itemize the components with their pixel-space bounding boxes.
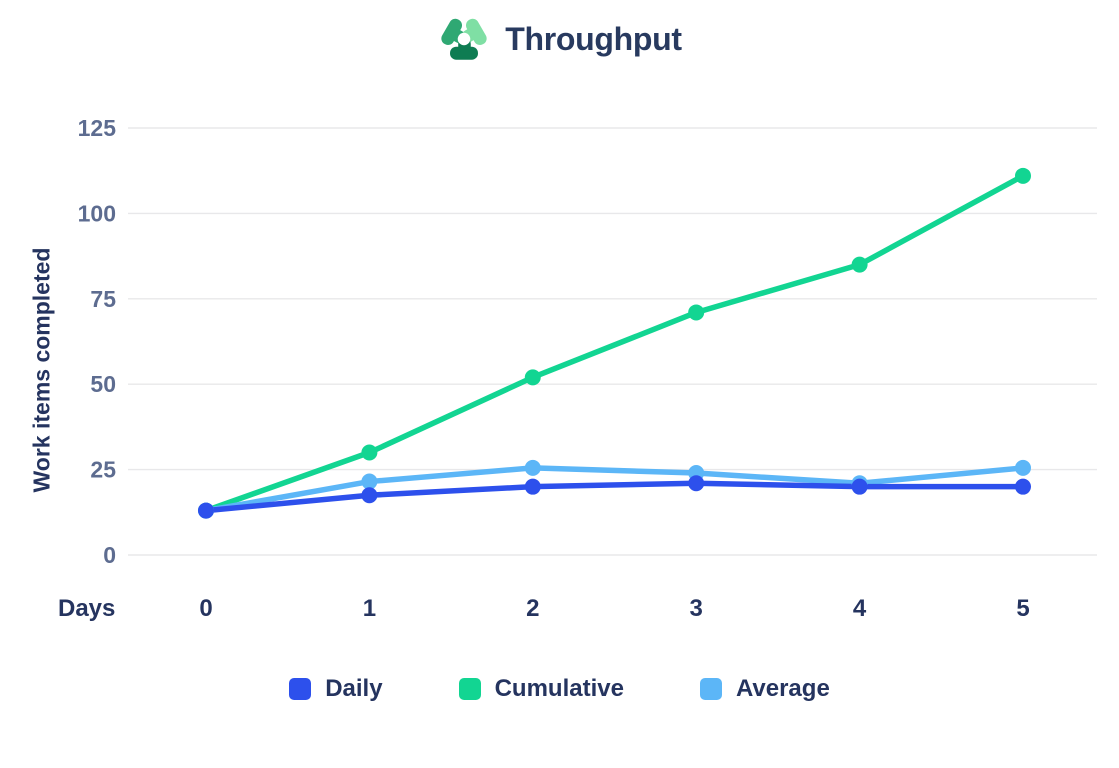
y-tick-label: 100: [78, 200, 116, 226]
y-tick-label: 125: [78, 115, 117, 141]
cumulative-point-day-2: [524, 369, 541, 386]
x-tick-label: 5: [1016, 595, 1029, 622]
cumulative-point-day-4: [851, 256, 868, 273]
y-tick-label: 50: [90, 371, 116, 397]
x-tick-label: 0: [199, 595, 212, 622]
daily-point-day-5: [1015, 478, 1031, 495]
chart-header: Throughput: [0, 10, 1119, 68]
average-point-day-5: [1015, 459, 1031, 476]
x-tick-label: 1: [363, 595, 376, 622]
chart-legend: Daily Cumulative Average: [0, 676, 1119, 702]
throughput-logo-icon: [441, 18, 487, 60]
x-axis-label: Days: [58, 595, 116, 622]
cumulative-series-line: [203, 173, 1026, 514]
logo-center-hole: [457, 32, 471, 46]
x-tick-label: 4: [853, 595, 867, 622]
legend-label-daily: Daily: [325, 675, 383, 702]
daily-series-line: [203, 480, 1026, 514]
legend-swatch-average-icon: [699, 678, 722, 700]
cumulative-point-day-1: [361, 444, 378, 461]
legend-label-cumulative: Cumulative: [494, 675, 624, 702]
legend-item-daily[interactable]: Daily: [289, 675, 383, 702]
daily-point-day-4: [851, 478, 868, 495]
average-point-day-2: [524, 459, 541, 476]
daily-point-day-1: [361, 487, 378, 504]
daily-point-day-2: [524, 478, 541, 495]
y-tick-label: 0: [103, 542, 116, 568]
legend-swatch-cumulative-icon: [458, 678, 481, 700]
x-tick-label: 2: [526, 595, 539, 622]
page-title: Throughput: [505, 20, 682, 57]
x-tick-label: 3: [690, 595, 703, 622]
legend-label-average: Average: [735, 675, 830, 702]
y-tick-label: 75: [90, 286, 116, 312]
cumulative-point-day-5: [1015, 167, 1031, 184]
legend-item-cumulative[interactable]: Cumulative: [458, 675, 624, 702]
cumulative-point-day-3: [688, 304, 705, 321]
legend-swatch-daily-icon: [289, 678, 312, 700]
daily-point-day-0: [198, 502, 214, 519]
legend-item-average[interactable]: Average: [699, 675, 830, 702]
average-series-line: [203, 465, 1026, 514]
average-point-day-1: [361, 473, 378, 490]
daily-point-day-3: [688, 475, 705, 492]
y-tick-label: 25: [90, 457, 116, 483]
